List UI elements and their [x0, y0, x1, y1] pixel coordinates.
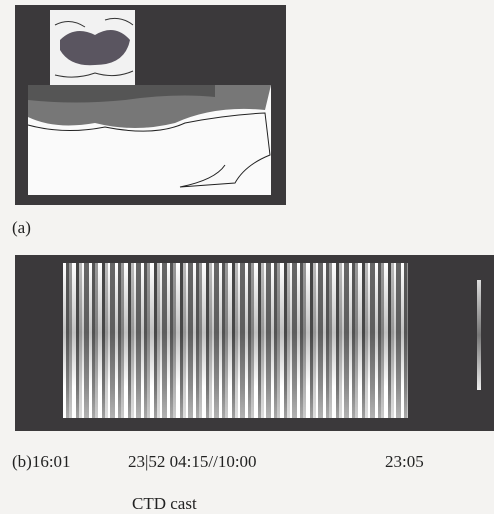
page: (a) (b)16:01 23|52 04:15//10:00 23:05 CT…	[0, 0, 494, 512]
time-label: 23|52 04:15//10:00	[128, 452, 257, 472]
echogram-shading	[63, 263, 408, 418]
time-label: (b)16:01	[12, 452, 71, 472]
panel-b-frame	[15, 255, 494, 431]
map-figure	[15, 5, 286, 205]
panel-a-frame	[15, 5, 286, 205]
echogram	[63, 263, 408, 418]
panel-a-label: (a)	[12, 218, 31, 238]
caption: CTD cast	[132, 494, 197, 514]
time-label: 23:05	[385, 452, 424, 472]
color-scale	[477, 280, 481, 390]
